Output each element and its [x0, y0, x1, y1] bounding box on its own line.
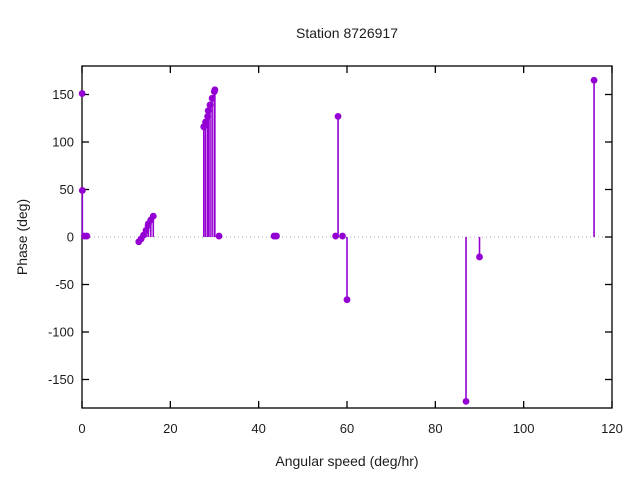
x-tick-label: 20 [163, 421, 177, 436]
x-tick-label: 100 [513, 421, 535, 436]
y-tick-label: -50 [55, 277, 74, 292]
y-tick-label: 150 [52, 87, 74, 102]
data-point [590, 76, 598, 84]
chart-title: Station 8726917 [296, 25, 398, 41]
data-point [273, 232, 280, 240]
data-point [202, 118, 209, 126]
y-tick-label: 0 [67, 230, 74, 245]
y-tick-label: 100 [52, 135, 74, 150]
data-point [78, 187, 86, 194]
data-point [343, 296, 351, 304]
y-tick-label: 50 [60, 182, 74, 197]
data-point [339, 232, 346, 240]
data-point [204, 107, 212, 115]
data-point [204, 112, 212, 120]
data-point [211, 86, 219, 94]
x-tick-label: 40 [251, 421, 265, 436]
data-point [206, 101, 214, 109]
x-tick-label: 120 [601, 421, 623, 436]
data-point [208, 94, 216, 102]
y-tick-label: -100 [48, 325, 74, 340]
data-point [78, 90, 86, 97]
data-point [215, 232, 223, 240]
data-point [334, 112, 342, 120]
data-point [476, 253, 483, 261]
y-tick-label: -150 [48, 372, 74, 387]
x-tick-label: 60 [340, 421, 354, 436]
data-point [149, 212, 157, 220]
y-axis-title: Phase (deg) [14, 198, 30, 276]
data-point [332, 232, 340, 240]
data-point [83, 232, 91, 240]
x-tick-label: 80 [428, 421, 442, 436]
x-axis-title: Angular speed (deg/hr) [275, 453, 419, 469]
data-point [462, 397, 470, 405]
x-tick-label: 0 [78, 421, 85, 436]
